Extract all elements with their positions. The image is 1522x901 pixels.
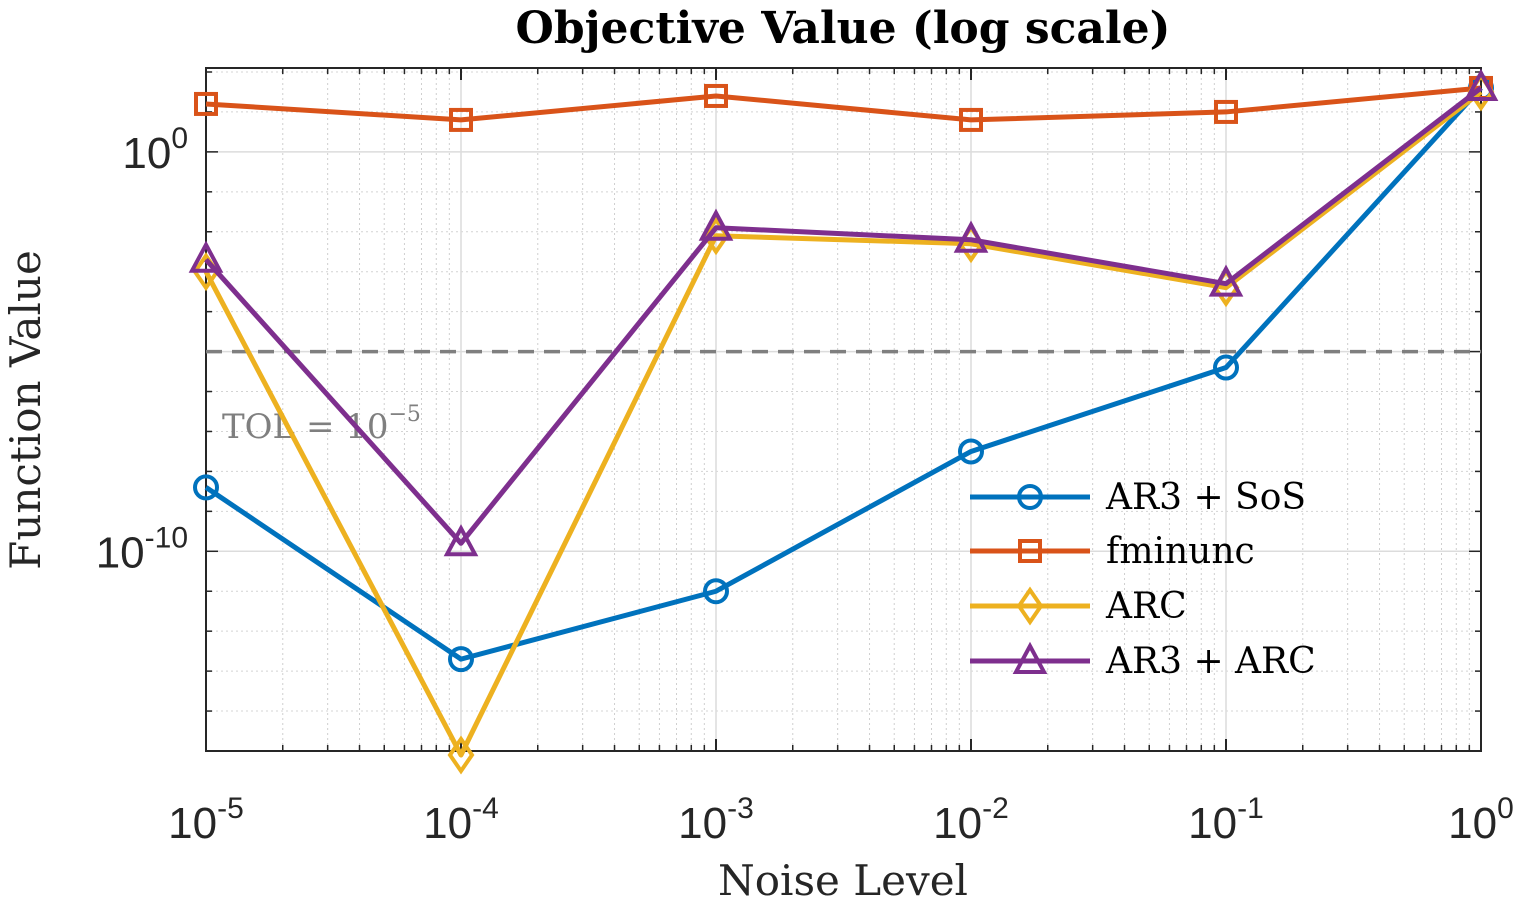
x-tick-label: 10-3 bbox=[678, 792, 754, 848]
y-axis-label: Function Value bbox=[1, 250, 50, 570]
x-tick-label: 100 bbox=[1448, 792, 1514, 848]
x-tick-label-base: 10 bbox=[1188, 799, 1237, 848]
data-point-marker bbox=[959, 107, 983, 132]
legend-swatch-marker bbox=[1018, 539, 1042, 563]
series-line bbox=[204, 86, 1483, 662]
y-tick-label-exponent: -10 bbox=[145, 521, 188, 554]
series-line bbox=[203, 89, 1483, 758]
data-point-marker bbox=[448, 646, 474, 673]
data-point-marker bbox=[443, 524, 479, 557]
x-tick-labels: 10-5 10-4 10-3 10-2 10-1 100 bbox=[168, 792, 1514, 848]
data-point-marker bbox=[188, 240, 224, 273]
x-tick-label: 10-1 bbox=[1188, 792, 1264, 848]
x-tick-label-base: 10 bbox=[678, 799, 727, 848]
data-point-marker bbox=[1208, 264, 1244, 297]
data-series bbox=[188, 68, 1499, 775]
x-tick-label-base: 10 bbox=[1448, 799, 1497, 848]
x-axis-label: Noise Level bbox=[718, 856, 968, 901]
legend-swatch-marker bbox=[1016, 586, 1044, 626]
y-tick-label: 10-10 bbox=[96, 521, 188, 577]
tol-reference-label: TOL = 10−5 bbox=[222, 402, 421, 447]
legend-entry: AR3 + ARC bbox=[970, 641, 1316, 682]
x-tick-label: 10-5 bbox=[168, 792, 244, 848]
series-fminunc bbox=[194, 75, 1493, 132]
data-point-marker bbox=[1214, 99, 1238, 124]
x-tick-label-base: 10 bbox=[423, 799, 472, 848]
data-point-marker bbox=[953, 220, 989, 253]
tol-label-exponent: −5 bbox=[389, 402, 421, 427]
x-tick-label: 10-4 bbox=[423, 792, 499, 848]
legend-label: ARC bbox=[1105, 586, 1187, 627]
x-tick-label-exponent: -2 bbox=[982, 792, 1009, 825]
y-tick-label: 100 bbox=[122, 122, 188, 178]
x-tick-label-exponent: 0 bbox=[1497, 792, 1514, 825]
data-point-marker bbox=[447, 735, 475, 775]
data-point-marker bbox=[1213, 354, 1239, 381]
y-tick-label-base: 10 bbox=[122, 129, 171, 178]
legend-label: AR3 + SoS bbox=[1105, 477, 1306, 518]
data-point-marker bbox=[194, 91, 218, 116]
legend-entry: ARC bbox=[970, 586, 1187, 627]
data-point-marker bbox=[449, 107, 473, 132]
data-point-marker bbox=[1463, 68, 1499, 101]
x-tick-label-exponent: -1 bbox=[1237, 792, 1264, 825]
data-point-marker bbox=[704, 83, 728, 108]
legend-swatch-marker bbox=[1012, 641, 1048, 674]
series-ar3-arc bbox=[188, 68, 1499, 557]
tolerance-reference: TOL = 10−5 bbox=[206, 349, 1481, 447]
legend-label: AR3 + ARC bbox=[1105, 641, 1316, 682]
data-point-marker bbox=[193, 474, 219, 501]
x-tick-label-exponent: -3 bbox=[727, 792, 754, 825]
y-tick-label-exponent: 0 bbox=[171, 122, 188, 155]
data-point-marker bbox=[703, 578, 729, 605]
legend: AR3 + SoS fminunc ARC AR3 + ARC bbox=[970, 477, 1316, 682]
data-point-marker bbox=[958, 438, 984, 465]
x-tick-label-base: 10 bbox=[933, 799, 982, 848]
chart-title: Objective Value (log scale) bbox=[516, 3, 1171, 54]
series-line bbox=[204, 85, 1483, 546]
legend-entry: fminunc bbox=[970, 531, 1255, 572]
y-tick-label-base: 10 bbox=[96, 528, 145, 577]
tol-label-prefix: TOL = 10 bbox=[222, 407, 389, 447]
x-tick-label-exponent: -5 bbox=[217, 792, 244, 825]
plot-area-frame bbox=[205, 67, 1482, 752]
legend-entry: AR3 + SoS bbox=[970, 477, 1306, 518]
legend-swatch-marker bbox=[1017, 484, 1043, 510]
series-line bbox=[205, 85, 1482, 123]
x-tick-label-base: 10 bbox=[168, 799, 217, 848]
x-tick-label-exponent: -4 bbox=[472, 792, 499, 825]
x-tick-label: 10-2 bbox=[933, 792, 1009, 848]
legend-label: fminunc bbox=[1106, 531, 1255, 572]
data-point-marker bbox=[698, 208, 734, 241]
